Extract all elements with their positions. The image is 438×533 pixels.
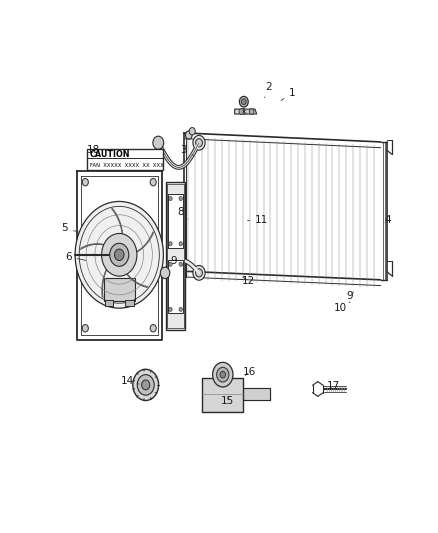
Circle shape [179, 308, 182, 311]
Circle shape [196, 269, 202, 277]
Circle shape [193, 265, 205, 280]
Text: 10: 10 [333, 302, 350, 313]
Circle shape [217, 367, 229, 382]
Circle shape [169, 241, 172, 246]
Text: 4: 4 [384, 215, 391, 225]
Bar [169, 260, 183, 313]
Circle shape [110, 243, 129, 266]
Circle shape [179, 262, 182, 266]
Circle shape [189, 127, 195, 135]
Circle shape [240, 96, 248, 107]
Text: 12: 12 [242, 277, 255, 286]
Circle shape [241, 99, 246, 104]
Circle shape [169, 262, 172, 266]
Text: 1: 1 [281, 88, 296, 101]
Text: 5: 5 [62, 223, 79, 233]
Circle shape [82, 325, 88, 332]
Circle shape [141, 380, 150, 390]
Bar [104, 278, 134, 301]
Circle shape [169, 197, 172, 200]
Text: 17: 17 [326, 381, 340, 391]
Circle shape [150, 179, 156, 186]
Circle shape [212, 362, 233, 387]
Bar [105, 300, 113, 306]
Text: 6: 6 [65, 252, 86, 262]
Circle shape [150, 325, 156, 332]
Text: 9: 9 [347, 291, 353, 301]
Text: 2: 2 [265, 82, 272, 98]
Circle shape [220, 372, 226, 378]
Circle shape [82, 179, 88, 186]
Bar [87, 149, 163, 170]
Circle shape [179, 241, 182, 246]
Circle shape [75, 201, 163, 308]
Bar [202, 378, 243, 411]
Text: 15: 15 [221, 397, 234, 406]
Circle shape [185, 131, 192, 139]
Polygon shape [235, 109, 257, 114]
Circle shape [239, 109, 244, 115]
Text: 3: 3 [180, 145, 194, 156]
Text: FAN  XXXXX  XXXX  XX  XXX: FAN XXXXX XXXX XX XXX [90, 163, 163, 168]
Bar [167, 184, 184, 328]
Bar [169, 195, 183, 248]
Circle shape [137, 375, 154, 395]
Bar [166, 182, 185, 330]
Circle shape [193, 135, 205, 150]
Circle shape [133, 369, 159, 400]
Circle shape [102, 233, 137, 276]
Circle shape [169, 308, 172, 311]
Bar [125, 300, 134, 306]
Circle shape [249, 109, 254, 115]
Text: 18: 18 [87, 145, 106, 156]
Text: CAUTION: CAUTION [90, 150, 130, 159]
Circle shape [179, 197, 182, 200]
Text: 8: 8 [177, 207, 187, 219]
Circle shape [160, 267, 170, 279]
Circle shape [114, 249, 124, 261]
Text: 9: 9 [170, 256, 184, 266]
Text: 14: 14 [121, 376, 139, 386]
Text: 16: 16 [243, 367, 257, 377]
Circle shape [153, 136, 164, 149]
Text: 11: 11 [247, 215, 268, 225]
Circle shape [196, 139, 202, 147]
